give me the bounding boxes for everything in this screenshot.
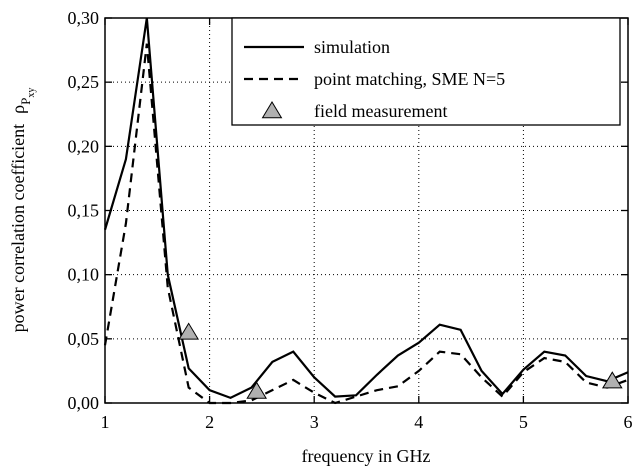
legend-marker — [261, 101, 283, 119]
marker — [178, 322, 200, 340]
legend-label: point matching, SME N=5 — [314, 69, 505, 89]
y-axis-label-text: power correlation coefficient — [8, 124, 28, 333]
y-tick-label: 0,25 — [68, 72, 100, 92]
marker — [246, 381, 268, 399]
legend-label: simulation — [314, 37, 390, 57]
marker — [601, 371, 623, 389]
y-axis-sub: P — [18, 98, 33, 105]
y-tick-label: 0,15 — [68, 201, 100, 221]
y-tick-label: 0,30 — [68, 8, 100, 28]
y-tick-label: 0,10 — [68, 265, 100, 285]
x-tick-label: 3 — [310, 412, 319, 432]
series-line — [103, 17, 629, 400]
y-axis-symbol: ρ — [8, 105, 28, 114]
legend-box — [231, 17, 621, 126]
x-tick-label: 2 — [205, 412, 214, 432]
y-axis-subsub: xy — [26, 88, 37, 98]
x-tick-label: 6 — [624, 412, 633, 432]
series-line — [103, 43, 629, 405]
x-tick-label: 1 — [101, 412, 110, 432]
legend-label: field measurement — [314, 101, 447, 121]
x-axis-label: frequency in GHz — [302, 446, 431, 466]
x-tick-label: 4 — [414, 412, 423, 432]
y-tick-label: 0,05 — [68, 329, 100, 349]
y-axis-label: power correlation coefficient ρPxy — [8, 88, 37, 333]
y-tick-label: 0,00 — [68, 393, 100, 413]
x-tick-label: 5 — [519, 412, 528, 432]
y-tick-label: 0,20 — [68, 136, 100, 156]
